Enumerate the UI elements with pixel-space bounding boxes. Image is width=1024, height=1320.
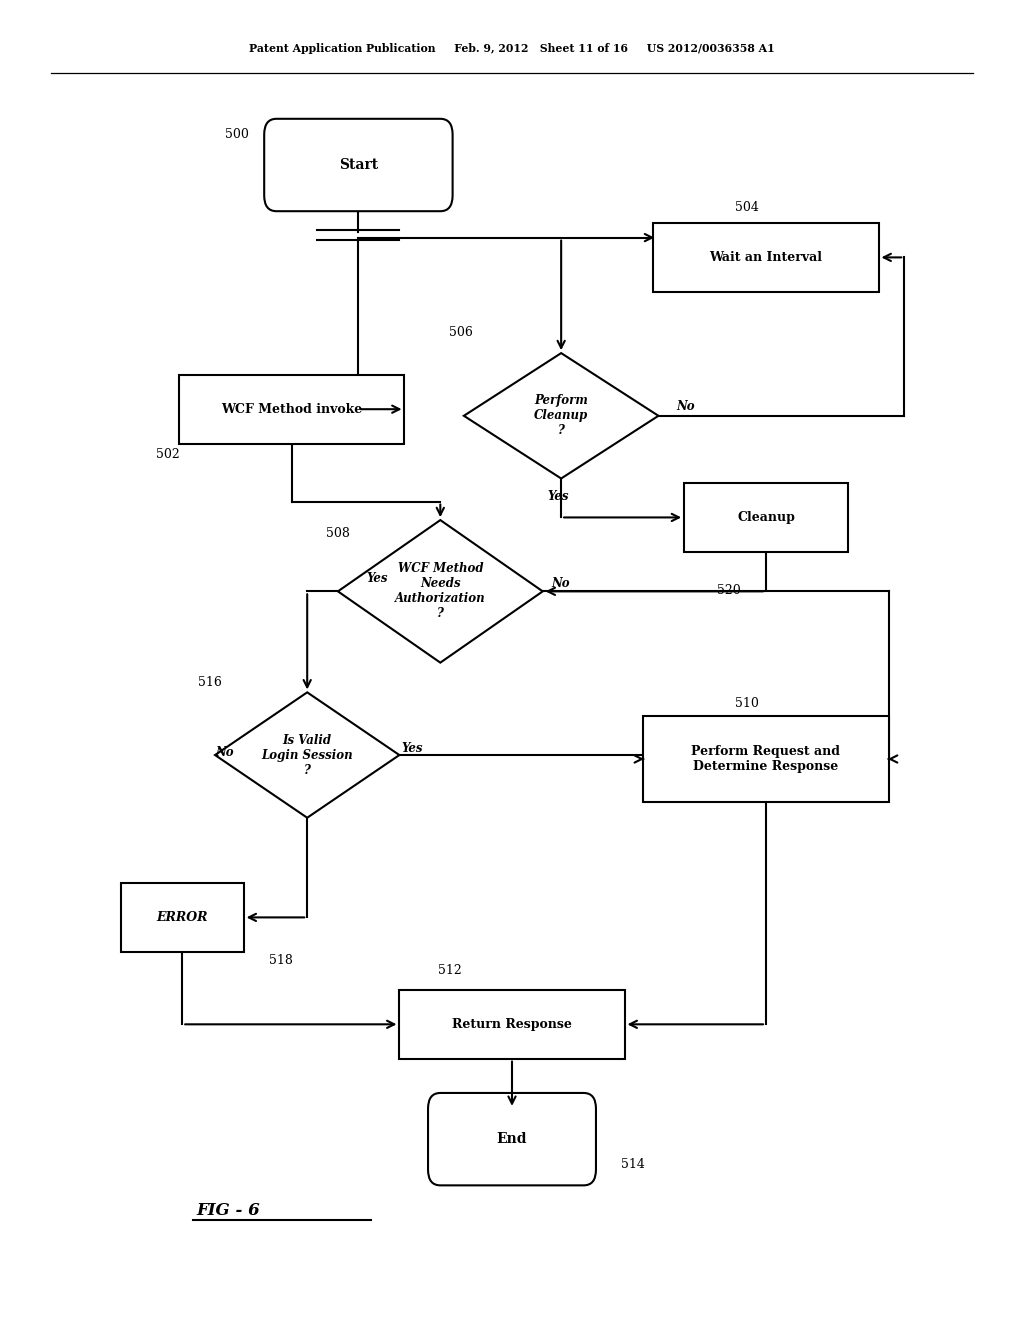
Text: 504: 504 [735, 201, 759, 214]
Text: Return Response: Return Response [452, 1018, 572, 1031]
Text: WCF Method
Needs
Authorization
?: WCF Method Needs Authorization ? [395, 562, 485, 620]
Bar [643, 717, 889, 803]
FancyBboxPatch shape [264, 119, 453, 211]
Polygon shape [464, 352, 658, 478]
Text: No: No [215, 746, 233, 759]
Text: Start: Start [339, 158, 378, 172]
Text: Yes: Yes [401, 742, 423, 755]
Text: End: End [497, 1133, 527, 1146]
Text: Yes: Yes [548, 490, 569, 503]
Text: 520: 520 [717, 583, 740, 597]
Text: Perform Request and
Determine Response: Perform Request and Determine Response [691, 744, 841, 774]
Text: No: No [551, 577, 569, 590]
Text: 514: 514 [621, 1158, 644, 1171]
Text: 506: 506 [449, 326, 472, 339]
Text: ERROR: ERROR [157, 911, 208, 924]
Text: 510: 510 [735, 697, 759, 710]
FancyBboxPatch shape [428, 1093, 596, 1185]
Bar [684, 483, 848, 552]
Text: No: No [676, 400, 694, 413]
Polygon shape [338, 520, 543, 663]
Text: Perform
Cleanup
?: Perform Cleanup ? [535, 395, 588, 437]
Text: Cleanup: Cleanup [737, 511, 795, 524]
Bar [399, 990, 625, 1059]
Text: 508: 508 [326, 527, 349, 540]
Bar [121, 883, 244, 952]
Text: Wait an Interval: Wait an Interval [710, 251, 822, 264]
Polygon shape [215, 692, 399, 817]
Text: 502: 502 [156, 447, 179, 461]
Bar [653, 223, 879, 292]
Text: 500: 500 [225, 128, 249, 141]
Text: WCF Method invoke: WCF Method invoke [221, 403, 362, 416]
Bar [179, 375, 404, 444]
Text: 518: 518 [269, 954, 293, 968]
Text: Patent Application Publication     Feb. 9, 2012   Sheet 11 of 16     US 2012/003: Patent Application Publication Feb. 9, 2… [249, 44, 775, 54]
Text: Is Valid
Login Session
?: Is Valid Login Session ? [261, 734, 353, 776]
Text: 516: 516 [198, 676, 221, 689]
Text: Yes: Yes [367, 572, 388, 585]
Text: 512: 512 [438, 964, 462, 977]
Text: FIG - 6: FIG - 6 [197, 1203, 260, 1218]
